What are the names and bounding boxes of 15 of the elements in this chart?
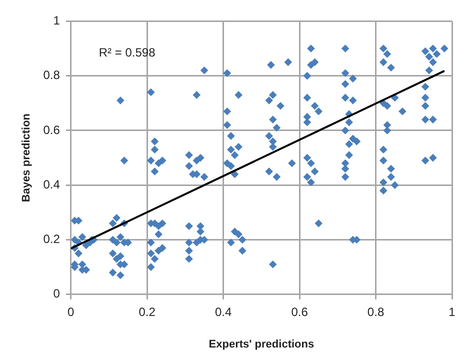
y-tick-label: 0 (53, 286, 60, 301)
y-axis-title: Bayes prediction (20, 113, 33, 202)
annotation: R² = 0.598 (98, 46, 156, 60)
y-tick-label: 0.6 (43, 122, 60, 137)
x-tick-label: 0.6 (291, 304, 308, 319)
x-tick-label: 1 (448, 304, 456, 319)
x-tick-label: 0.8 (367, 304, 384, 319)
x-tick-label: 0 (68, 304, 75, 319)
y-tick-label: 0.2 (43, 232, 60, 246)
y-tick-label: 0.4 (43, 177, 60, 192)
x-tick-label: 0.2 (138, 304, 156, 319)
x-tick-label: 0.4 (214, 304, 232, 319)
y-tick-label: 0.8 (43, 68, 60, 82)
y-tick-label: 1 (53, 14, 60, 28)
x-axis-title: Experts' predictions (208, 338, 314, 350)
